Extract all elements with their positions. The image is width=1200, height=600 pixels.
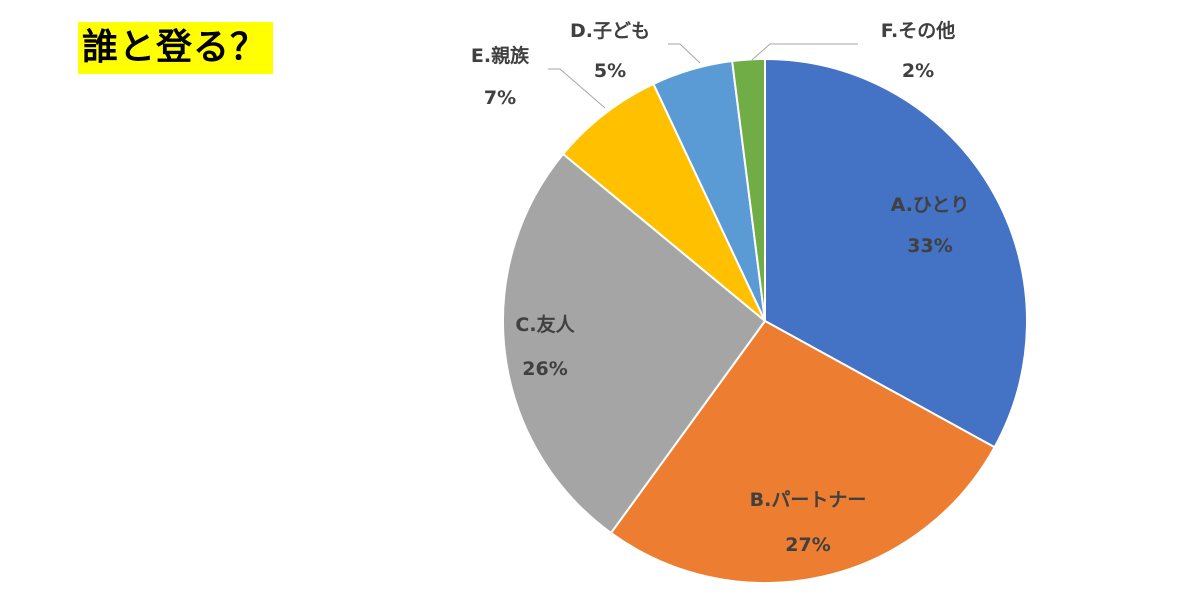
data-label-name-a: A.ひとり [891, 194, 970, 216]
slice-b [610, 320, 996, 584]
leader-line-e [668, 43, 701, 64]
data-label-percent-c: 26% [522, 358, 567, 380]
pie-slices [502, 58, 1028, 584]
data-label-name-c: C.友人 [515, 313, 575, 336]
data-label-percent-f: 2% [902, 60, 934, 82]
leader-line-d [548, 68, 606, 109]
data-label-name-f: F.その他 [881, 19, 955, 42]
data-labels: A.ひとり 33% B.パートナー 27% C.友人 26% E.親族 7% D.子ども 5% F.… [471, 19, 969, 556]
data-label-name-d: E.親族 [471, 44, 530, 67]
data-label-percent-e: 5% [594, 60, 626, 82]
data-label-percent-a: 33% [907, 235, 952, 257]
slice-f [731, 58, 766, 322]
data-label-name-e: D.子ども [570, 20, 650, 42]
slice-a [764, 58, 1028, 449]
chart-title: 誰と登る？ [78, 22, 274, 74]
slice-c [502, 152, 766, 534]
data-label-percent-d: 7% [484, 87, 516, 109]
slice-d [562, 82, 766, 322]
data-label-name-b: B.パートナー [750, 489, 867, 511]
leader-line-f [751, 43, 858, 61]
data-label-percent-b: 27% [785, 534, 830, 556]
